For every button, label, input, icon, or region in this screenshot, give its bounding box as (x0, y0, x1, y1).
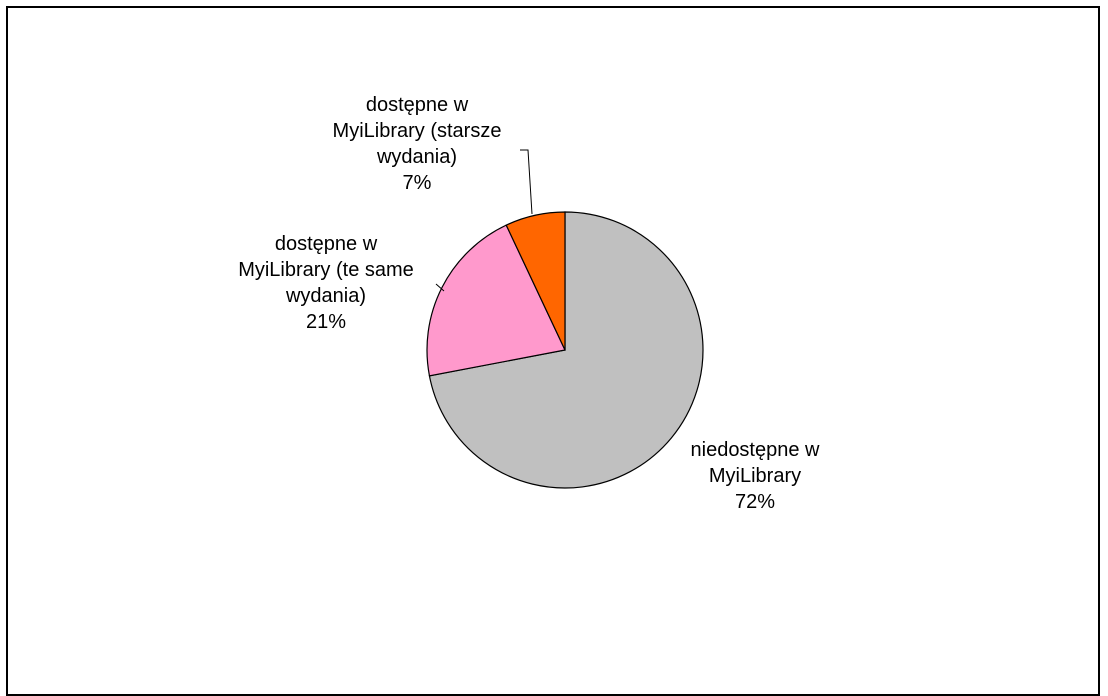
slice-label-2: dostępne w MyiLibrary (starsze wydania) 7% (333, 94, 502, 194)
leader-line-2 (520, 149, 533, 215)
pie-slice-2 (505, 211, 566, 351)
pie-slice-1 (426, 224, 566, 377)
slice-label-1: dostępne w MyiLibrary (te same wydania) 21% (238, 233, 414, 333)
slice-label-0: niedostępne w MyiLibrary 72% (691, 439, 821, 513)
pie-slice-0 (428, 211, 704, 489)
leader-line-1 (435, 283, 445, 292)
